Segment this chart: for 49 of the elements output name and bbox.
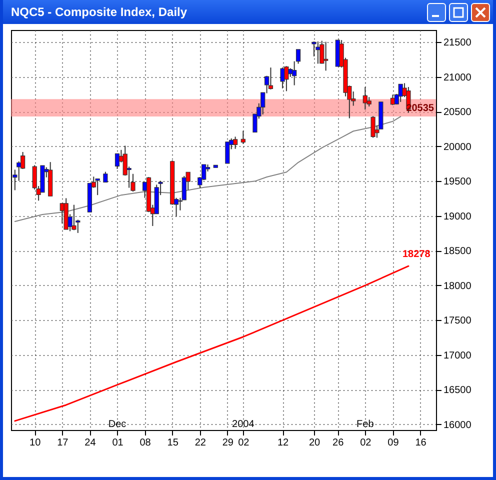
x-tick-label: 15	[167, 438, 179, 448]
x-tick-label: 29	[222, 438, 234, 448]
y-tick-label: 21000	[444, 72, 472, 84]
candlestick	[370, 116, 376, 138]
candlestick	[103, 171, 108, 183]
candlestick	[284, 66, 289, 92]
candlestick	[95, 178, 100, 196]
x-tick-label: 01	[112, 438, 124, 448]
x-tick-label: 10	[30, 438, 42, 448]
y-tick-label: 16500	[444, 385, 472, 396]
x-tick-label: 12	[277, 438, 290, 448]
y-tick-label: 20500	[444, 107, 472, 118]
candlestick	[296, 48, 301, 64]
candlestick	[324, 41, 328, 72]
y-tick-label: 20000	[444, 142, 472, 153]
candlestick	[268, 67, 274, 90]
candlestick	[240, 130, 246, 144]
candlestick	[225, 141, 230, 164]
y-tick-label: 18000	[444, 280, 472, 292]
y-tick-label: 19000	[444, 211, 472, 222]
candlestick	[114, 153, 120, 170]
y-tick-label: 17000	[444, 350, 472, 362]
annotation: 18278	[402, 249, 431, 260]
y-tick-label: 17500	[444, 316, 472, 327]
candlestick	[72, 204, 76, 231]
x-tick-label: 17	[57, 438, 69, 448]
x-tick-label: 16	[415, 438, 427, 448]
y-tick-label: 16000	[444, 420, 472, 431]
x2-tick-label: Feb	[356, 419, 374, 430]
x-tick-label: 02	[360, 438, 372, 448]
chart-title: NQC5 - Composite Index, Daily	[11, 5, 188, 19]
candlestick	[280, 67, 285, 89]
candlestick	[362, 86, 368, 110]
y-tick-label: 18500	[444, 246, 472, 258]
x-tick-label: 08	[140, 438, 152, 448]
y-tick-label: 19500	[444, 176, 472, 188]
y-tick-label: 21500	[444, 38, 472, 49]
candlestick	[316, 40, 320, 64]
x2-tick-label: Dec	[108, 419, 126, 430]
x-tick-label: 22	[194, 438, 206, 448]
candlestick	[292, 60, 297, 86]
x2-tick-label: 2004	[232, 419, 255, 430]
x-tick-label: 02	[238, 438, 250, 448]
line-series	[14, 116, 402, 222]
x-tick-label: 20	[308, 438, 321, 448]
candlestick	[233, 136, 238, 150]
x-tick-label: 24	[84, 438, 96, 448]
x-tick-label: 26	[332, 438, 344, 448]
x-tick-label: 09	[388, 438, 400, 448]
